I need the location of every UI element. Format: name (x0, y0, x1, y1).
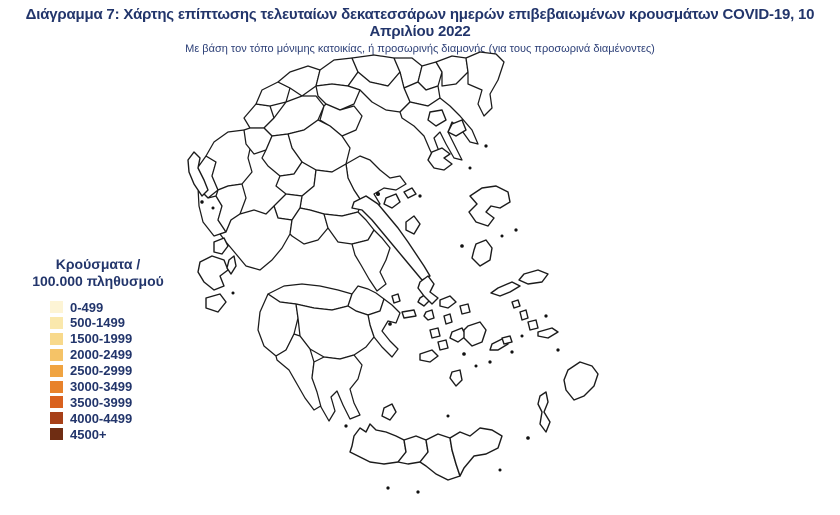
region-laconia (311, 354, 363, 422)
region-kalymnos (527, 319, 539, 331)
region-rhodes (563, 361, 599, 401)
legend-item: 1500-1999 (50, 331, 168, 347)
region-evros (465, 51, 505, 117)
region-sifnos (437, 339, 449, 351)
region-attica (351, 229, 391, 292)
region-paros (449, 327, 467, 343)
region-mykonos (459, 303, 471, 315)
legend-items: 0-499 500-1499 1500-1999 2000-2499 2500-2999… (28, 299, 168, 442)
region-astypalea (501, 335, 513, 345)
legend-swatch (50, 332, 63, 345)
legend-item: 3000-3499 (50, 379, 168, 395)
legend-label: 3000-3499 (70, 379, 133, 395)
legend-item: 4000-4499 (50, 410, 168, 426)
region-andros (417, 275, 439, 305)
legend-swatch (50, 364, 63, 377)
legend-item: 2500-2999 (50, 363, 168, 379)
region-thasos (427, 109, 447, 127)
legend-item: 3500-3999 (50, 395, 168, 411)
region-hydra (401, 309, 417, 319)
region-alonissos (403, 187, 417, 199)
legend-item: 0-499 (50, 299, 168, 315)
region-lesvos (468, 185, 511, 227)
chart-subtitle: Με βάση τον τόπο μόνιμης κατοικίας, ή πρ… (185, 43, 655, 55)
legend-item: 500-1499 (50, 315, 168, 331)
legend-swatch (50, 301, 63, 314)
region-imathia (315, 83, 361, 111)
region-milos (419, 349, 439, 363)
region-aegina (391, 293, 401, 304)
region-lasithi (449, 427, 503, 477)
region-zakynthos (205, 293, 227, 313)
region-limnos (427, 147, 453, 171)
legend-label: 1500-1999 (70, 331, 133, 347)
region-ithaki (226, 255, 237, 275)
legend-title-line1: Κρούσματα / (55, 256, 141, 272)
region-samothrace (447, 119, 467, 137)
region-santorini (449, 369, 463, 387)
region-syros (443, 313, 453, 325)
legend-title-line2: 100.000 πληθυσμού (32, 273, 164, 290)
legend: Κρούσματα / 100.000 πληθυσμού 0-499 500-1… (28, 256, 168, 442)
legend-label: 0-499 (70, 299, 104, 315)
legend-swatch (50, 316, 63, 329)
legend-swatch (50, 348, 63, 361)
region-corfu (187, 151, 209, 197)
region-kythnos (423, 309, 435, 321)
legend-label: 500-1499 (70, 315, 125, 331)
region-rodopi (435, 55, 469, 87)
legend-swatch (50, 396, 63, 409)
region-tinos (439, 295, 457, 309)
region-chania (349, 423, 407, 465)
region-skopelos (383, 193, 401, 209)
region-fokida (289, 207, 329, 245)
legend-title: Κρούσματα / 100.000 πληθυσμού (28, 256, 168, 290)
chart-header: Διάγραμμα 7: Χάρτης επίπτωσης τελευταίων… (0, 6, 840, 55)
island-regions (187, 109, 599, 481)
region-leros (519, 309, 529, 321)
legend-label: 3500-3999 (70, 394, 133, 410)
region-karpathos (537, 391, 551, 433)
legend-swatch (50, 412, 63, 425)
region-ioannina (205, 129, 253, 191)
region-patmos (511, 299, 521, 309)
region-chios (471, 239, 493, 267)
region-samos (518, 269, 549, 285)
legend-item: 2000-2499 (50, 347, 168, 363)
legend-label: 4500+ (70, 426, 107, 442)
region-boeotia (323, 211, 375, 245)
region-naxos (463, 321, 487, 347)
legend-swatch (50, 380, 63, 393)
region-kos (537, 327, 559, 339)
region-kefalonia (197, 255, 229, 291)
islet-dots (200, 144, 560, 494)
legend-label: 2000-2499 (70, 347, 133, 363)
legend-label: 4000-4499 (70, 410, 133, 426)
legend-item: 4500+ (50, 426, 168, 442)
region-skyros (405, 215, 421, 235)
legend-swatch (50, 428, 63, 441)
region-lefkada (213, 237, 229, 255)
region-ikaria (490, 281, 521, 297)
mainland-regions (192, 51, 505, 422)
chart-title: Διάγραμμα 7: Χάρτης επίπτωσης τελευταίων… (25, 6, 815, 40)
region-kythira (381, 403, 397, 421)
region-serifos (429, 327, 441, 339)
legend-label: 2500-2999 (70, 363, 133, 379)
region-heraklion (419, 433, 461, 481)
